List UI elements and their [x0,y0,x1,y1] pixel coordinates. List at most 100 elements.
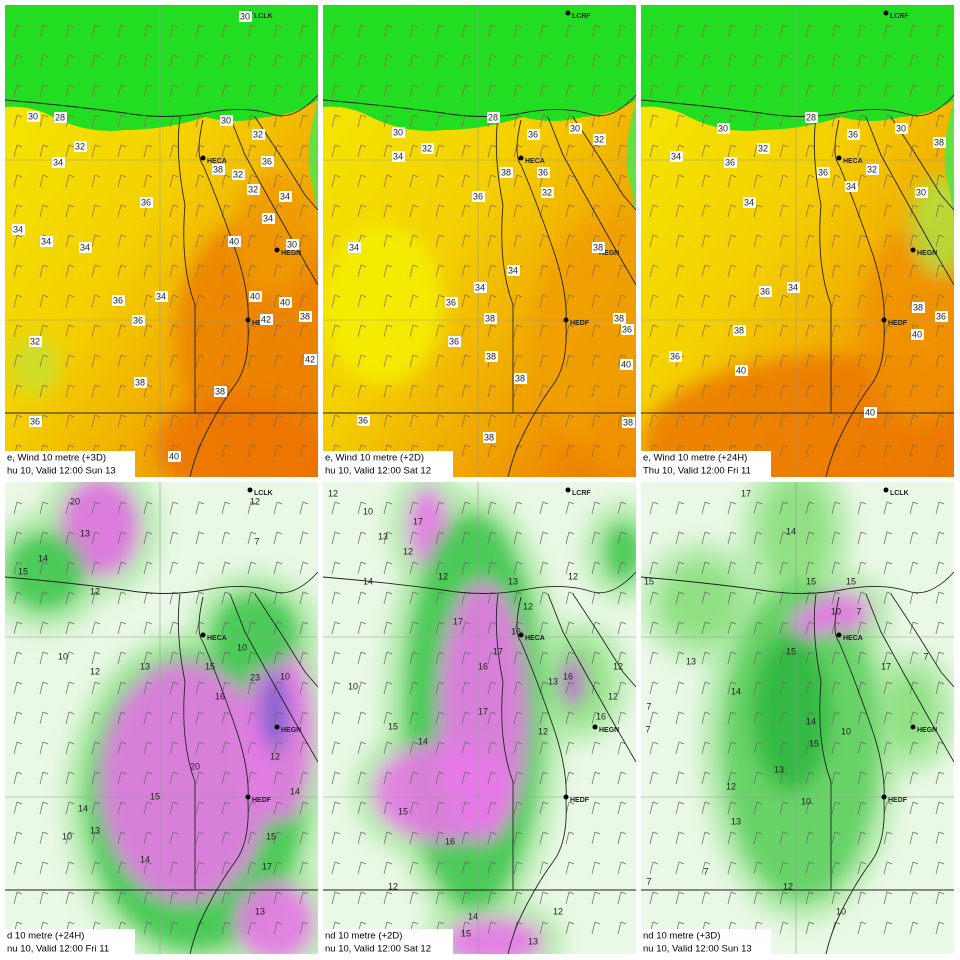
wind-barb [539,921,549,935]
contour-label: 7 [703,866,708,876]
label-box [299,311,312,322]
wind-barb [649,84,659,98]
station-label: LCRF [890,13,909,20]
wind-barb [169,531,179,545]
label-box [733,325,746,336]
wind-barb [409,24,419,38]
wind-barb [617,54,627,68]
station-dot [910,724,916,730]
wind-barb [753,174,763,188]
wind-barb [701,891,711,905]
wind-barb [409,621,419,635]
wind-barb [273,24,283,38]
label-box [484,313,497,324]
wind-barb [221,531,231,545]
station-label: HEGN [917,727,937,734]
wind-barb [435,264,445,278]
wind-barb [591,84,601,98]
contour-label: 12 [388,881,398,891]
wind-barb [409,204,419,218]
wind-barb [247,414,257,428]
wind-barb [727,414,737,428]
wind-barb [195,84,205,98]
wind-barb [409,531,419,545]
wind-barb [675,54,685,68]
wind-barb [805,414,815,428]
wind-barb [39,354,49,368]
label-box [168,451,181,462]
wind-barb [117,84,127,98]
contour-label: 36 [446,297,456,307]
label-box [252,129,265,140]
wind-barb [383,651,393,665]
wind-barb [409,741,419,755]
wind-barb [883,561,893,575]
coastline [641,571,954,594]
wind-barb [409,324,419,338]
wind-barb [565,354,575,368]
wind-barb [857,54,867,68]
wind-barb [117,501,127,515]
wind-barb [701,264,711,278]
wind-barb [409,561,419,575]
wind-barb [909,54,919,68]
wind-barb [143,831,153,845]
wind-barb [805,84,815,98]
wind-barb [649,414,659,428]
station-label: LCRF [572,490,591,497]
wind-barb [487,861,497,875]
wind-barb [857,264,867,278]
wind-barb [39,711,49,725]
wind-barb [909,384,919,398]
label-box [54,112,67,123]
wind-barb [883,771,893,785]
wind-barb [461,501,471,515]
contour-label: 30 [287,239,297,249]
station-dot [565,10,571,16]
wind-barb [13,384,23,398]
wind-barb [409,831,419,845]
wind-barb [357,324,367,338]
wind-barb [909,234,919,248]
wind-barb [591,801,601,815]
wind-barb [39,324,49,338]
wind-barb [221,414,231,428]
wind-barb [13,294,23,308]
wind-barb [195,24,205,38]
contour-label: 32 [30,336,40,346]
wind-barb [143,174,153,188]
wind-barb [221,501,231,515]
wind-barb [299,234,309,248]
wind-barb [299,501,309,515]
wind-barb [805,204,815,218]
wind-barb [831,561,841,575]
red-sea-coast [547,116,636,286]
red-sea-coast [229,116,318,286]
wind-barb [65,54,75,68]
wind-barb [513,501,523,515]
cool-sea-field [641,5,954,131]
wind-barb [383,561,393,575]
station-label: HEDF [888,797,908,804]
wind-barb [39,114,49,128]
contour-label: 36 [670,351,680,361]
label-box [541,187,554,198]
wind-barb [857,861,867,875]
wind-barb [591,294,601,308]
wind-barb [935,24,945,38]
wind-barb [461,354,471,368]
wind-barb [857,294,867,308]
wind-barb [909,891,919,905]
label-box [392,127,405,138]
wind-barb [727,144,737,158]
wind-barb [857,444,867,458]
wind-barb [539,621,549,635]
contour-label: 17 [453,616,463,626]
wind-barb [779,921,789,935]
wind-barb [727,711,737,725]
wind-barb [857,801,867,815]
label-box [864,407,877,418]
wind-barb [701,801,711,815]
border [641,116,954,414]
caption-line: e, Wind 10 metre (+3D) [7,453,106,464]
